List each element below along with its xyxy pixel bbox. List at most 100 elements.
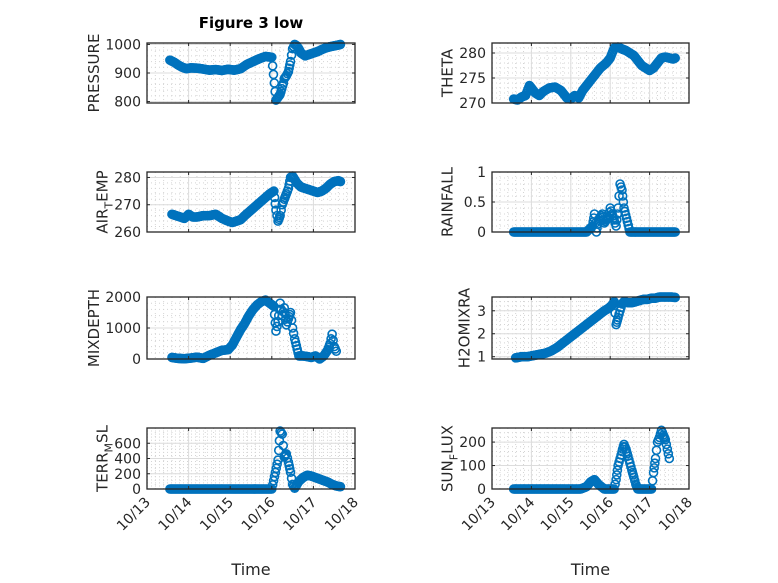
data-point bbox=[285, 309, 295, 320]
data-point bbox=[611, 474, 621, 485]
y-tick-label: 260 bbox=[114, 225, 141, 241]
data-point bbox=[285, 60, 295, 70]
data-point bbox=[280, 190, 291, 201]
data-point bbox=[663, 449, 674, 459]
x-tick-label: 10/18 bbox=[322, 495, 362, 535]
x-tick-label: 10/14 bbox=[156, 494, 196, 534]
data-point bbox=[328, 335, 338, 346]
x-axis-label: Time bbox=[230, 560, 270, 579]
y-tick-label: 0 bbox=[132, 352, 141, 368]
data-point bbox=[628, 470, 638, 480]
y-tick-label: 100 bbox=[459, 459, 486, 475]
y-tick-label: 1000 bbox=[105, 321, 141, 337]
axes-box bbox=[491, 427, 690, 490]
data-point bbox=[286, 50, 297, 60]
y-tick-label: 900 bbox=[114, 66, 141, 82]
y-axis-label: RAINFALL bbox=[439, 166, 457, 237]
y-tick-label: 1 bbox=[477, 165, 486, 181]
y-axis-label: H2OMIXRA bbox=[456, 287, 474, 368]
data-point bbox=[618, 197, 629, 207]
plot-area bbox=[492, 297, 689, 359]
data-point bbox=[334, 176, 345, 187]
x-tick-label: 10/16 bbox=[577, 494, 617, 534]
y-tick-label: 275 bbox=[459, 71, 486, 87]
data-point bbox=[288, 328, 299, 339]
data-point bbox=[268, 186, 278, 197]
y-tick-label: 0 bbox=[477, 225, 486, 241]
y-tick-label: 600 bbox=[114, 436, 141, 452]
subplot-sun_flux: 0 100 200 10/13 10/14 10/15 10/16 10/17 10/18 SUN… bbox=[439, 425, 696, 579]
data-point bbox=[617, 191, 628, 201]
y-tick-label: 270 bbox=[459, 96, 486, 112]
x-tick-label: 10/17 bbox=[617, 495, 657, 535]
axes-box bbox=[491, 296, 690, 360]
data-point bbox=[278, 197, 289, 207]
y-tick-label: 1000 bbox=[105, 37, 141, 53]
data-point bbox=[326, 334, 336, 344]
data-point bbox=[649, 463, 659, 473]
data-point bbox=[266, 52, 276, 62]
data-point bbox=[650, 458, 660, 468]
y-axis-label: THETA bbox=[439, 48, 457, 98]
data-point bbox=[330, 344, 341, 354]
data-point bbox=[664, 453, 675, 464]
y-tick-label: 2 bbox=[477, 327, 486, 343]
y-axis-label: SUNFLUX bbox=[439, 425, 461, 492]
y-tick-label: 280 bbox=[114, 170, 141, 186]
y-tick-label: 0 bbox=[132, 482, 141, 498]
figure-title: Figure 3 low bbox=[199, 14, 304, 32]
data-point bbox=[269, 192, 280, 203]
x-tick-label: 10/15 bbox=[197, 495, 237, 535]
y-axis-label: MIXDEPTH bbox=[85, 289, 103, 367]
y-tick-label: 800 bbox=[114, 95, 141, 111]
data-point bbox=[611, 215, 622, 225]
data-point bbox=[282, 68, 293, 79]
data-point bbox=[608, 297, 619, 308]
x-tick-label: 10/13 bbox=[114, 495, 154, 535]
data-point bbox=[647, 475, 658, 486]
y-tick-label: 280 bbox=[459, 46, 486, 62]
x-tick-label: 10/18 bbox=[656, 495, 696, 535]
y-tick-label: 200 bbox=[114, 467, 141, 483]
x-tick-label: 10/15 bbox=[538, 495, 578, 535]
data-point bbox=[616, 182, 626, 192]
data-point bbox=[612, 315, 623, 325]
y-tick-label: 200 bbox=[459, 435, 486, 451]
data-point bbox=[662, 444, 673, 454]
data-point bbox=[622, 449, 633, 459]
x-tick-label: 10/14 bbox=[498, 494, 538, 534]
x-tick-label: 10/13 bbox=[459, 495, 499, 535]
data-point bbox=[334, 481, 345, 492]
y-tick-label: 0.5 bbox=[464, 195, 486, 211]
subplot-rainfall: 0 0.5 1 RAINFALL bbox=[439, 165, 690, 241]
data-point bbox=[651, 445, 662, 456]
y-axis-label: PRESSURE bbox=[85, 34, 103, 113]
data-point bbox=[661, 439, 672, 450]
y-tick-label: 3 bbox=[477, 304, 486, 320]
data-point bbox=[610, 479, 620, 490]
data-point bbox=[669, 53, 680, 64]
y-tick-label: 400 bbox=[114, 452, 141, 468]
y-tick-label: 1 bbox=[477, 350, 486, 366]
data-point bbox=[272, 459, 282, 469]
data-point bbox=[327, 329, 337, 340]
data-point bbox=[285, 464, 295, 474]
plot-area bbox=[147, 172, 355, 232]
data-point bbox=[272, 321, 282, 332]
data-point bbox=[334, 39, 345, 50]
axes-box bbox=[146, 171, 356, 233]
axes-box bbox=[491, 42, 690, 104]
x-tick-label: 10/16 bbox=[239, 494, 279, 534]
y-axis-label: AIRTEMP bbox=[94, 170, 116, 233]
y-axis-label: TERRMSL bbox=[94, 424, 116, 493]
data-point bbox=[659, 433, 670, 443]
y-tick-label: 270 bbox=[114, 198, 141, 214]
data-point bbox=[286, 315, 297, 326]
